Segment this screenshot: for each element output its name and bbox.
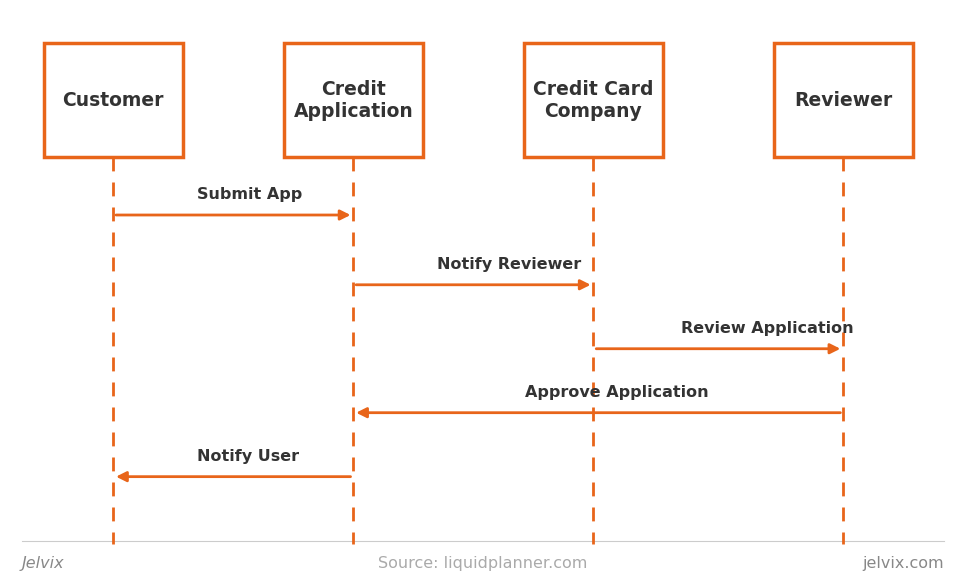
Text: Reviewer: Reviewer (794, 90, 893, 110)
Text: Approve Application: Approve Application (525, 385, 708, 400)
Text: Submit App: Submit App (197, 187, 302, 202)
Text: Notify Reviewer: Notify Reviewer (438, 257, 582, 272)
Text: Credit
Application: Credit Application (294, 80, 413, 121)
FancyBboxPatch shape (524, 43, 663, 157)
Text: Source: liquidplanner.com: Source: liquidplanner.com (379, 556, 587, 571)
Text: jelvix.com: jelvix.com (863, 556, 944, 571)
Text: Credit Card
Company: Credit Card Company (533, 80, 654, 121)
Text: Customer: Customer (63, 90, 164, 110)
FancyBboxPatch shape (284, 43, 423, 157)
Text: Jelvix: Jelvix (22, 556, 65, 571)
FancyBboxPatch shape (774, 43, 913, 157)
Text: Review Application: Review Application (681, 321, 854, 336)
FancyBboxPatch shape (43, 43, 183, 157)
Text: Notify User: Notify User (197, 449, 299, 464)
